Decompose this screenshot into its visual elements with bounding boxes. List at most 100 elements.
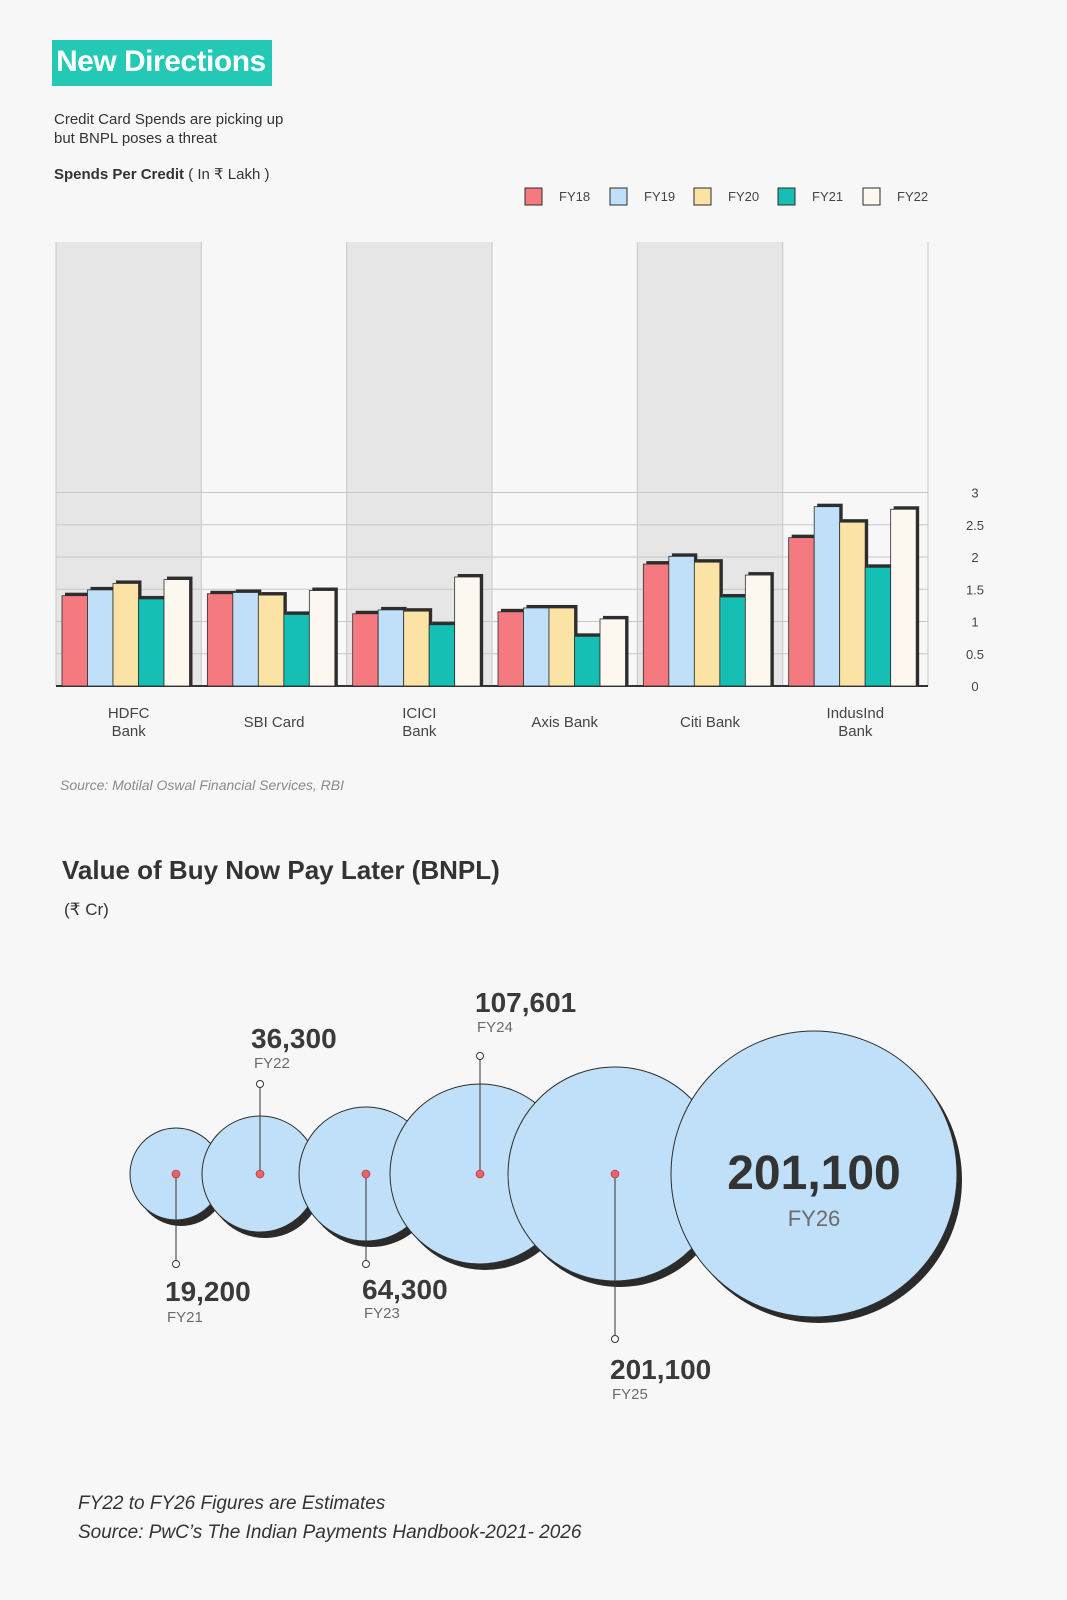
bubble-value-fy22: 36,300 — [251, 1023, 337, 1054]
bar-fy22-5 — [890, 508, 917, 687]
bnpl-unit: (₹ Cr) — [64, 900, 109, 919]
bubble-shadow — [304, 1113, 438, 1247]
bar-chart-source: Source: Motilal Oswal Financial Services… — [60, 777, 344, 793]
bar-fy21-3 — [574, 635, 601, 687]
bar-fy21-4 — [719, 596, 746, 687]
bar-fy20-5 — [839, 521, 866, 687]
estimate-note: FY22 to FY26 Figures are Estimates — [78, 1493, 386, 1514]
bubble-value-fy23: 64,300 — [362, 1274, 448, 1305]
bubble-value-fy24: 107,601 — [475, 987, 576, 1018]
bar-fy21-5 — [864, 566, 892, 687]
connector-end — [362, 1260, 370, 1268]
bar-fy18-4 — [642, 563, 670, 687]
bubble-fy23 — [298, 1106, 434, 1242]
bubble-value-fy21: 19,200 — [165, 1276, 251, 1307]
bubble-shadow — [135, 1134, 227, 1226]
bar-fy18-0 — [61, 595, 88, 687]
bnpl-title: Value of Buy Now Pay Later (BNPL) — [62, 855, 500, 885]
bar-fy22-1 — [308, 590, 336, 687]
bar-fy18-2 — [352, 613, 379, 687]
connector-end — [611, 1335, 619, 1343]
bubble-shadow — [207, 1122, 323, 1238]
bar-fy18-3 — [497, 611, 524, 687]
y-tick-label: 3 — [971, 486, 978, 501]
bubble-value-fy26: 201,100 — [727, 1147, 901, 1200]
bar-fy18-1 — [206, 593, 234, 687]
legend-label-fy22: FY22 — [897, 189, 928, 204]
bubble-fy25 — [507, 1066, 723, 1282]
x-tick-label: ICICI — [402, 705, 436, 722]
bar-fy19-3 — [523, 607, 550, 687]
x-tick-label: HDFC — [108, 705, 150, 722]
bar-fy18-5 — [788, 537, 815, 687]
bubble-label-fy23: FY23 — [364, 1305, 400, 1322]
bar-fy22-4 — [744, 574, 772, 687]
bar-fy19-4 — [668, 555, 695, 687]
bar-fy19-5 — [813, 506, 841, 687]
bubble-fy22 — [201, 1115, 319, 1233]
bar-fy19-1 — [232, 592, 259, 687]
y-axis-label-bold: Spends Per Credit — [54, 166, 185, 183]
legend-swatch-fy21 — [777, 187, 796, 206]
subtitle-line-1: Credit Card Spends are picking up — [54, 111, 284, 128]
legend-swatch-fy22 — [862, 187, 881, 206]
x-tick-label: Axis Bank — [531, 714, 598, 731]
bubble-center-dot — [361, 1169, 371, 1179]
bar-fy20-3 — [548, 607, 575, 687]
legend-swatch-fy20 — [693, 187, 712, 206]
y-tick-label: 1.5 — [966, 582, 984, 597]
bubble-center-dot — [171, 1169, 181, 1179]
subtitle-line-2: but BNPL poses a threat — [54, 130, 217, 147]
bar-fy22-3 — [599, 618, 626, 687]
connector-end — [476, 1052, 484, 1060]
subtitle: Credit Card Spends are picking up but BN… — [54, 110, 283, 148]
x-tick-label: SBI Card — [244, 714, 305, 731]
bar-fy20-2 — [403, 610, 430, 687]
bubble-fy24 — [389, 1083, 571, 1265]
bnpl-source: Source: PwC’s The Indian Payments Handbo… — [78, 1522, 582, 1543]
bar-fy21-0 — [138, 598, 165, 687]
bar-fy21-1 — [283, 614, 310, 687]
bubble-label-fy22: FY22 — [254, 1055, 290, 1072]
section-tag: New Directions — [52, 40, 272, 86]
connector-end — [256, 1080, 264, 1088]
bubble-center-dot — [255, 1169, 265, 1179]
bubble-label-fy24: FY24 — [477, 1019, 513, 1036]
y-tick-label: 0.5 — [966, 647, 984, 662]
legend-label-fy20: FY20 — [728, 189, 759, 204]
bar-fy22-0 — [163, 579, 190, 687]
x-tick-label: IndusInd — [827, 705, 885, 722]
bar-fy20-4 — [693, 561, 721, 687]
bubble-center-dot — [610, 1169, 620, 1179]
bubble-label-fy25: FY25 — [612, 1386, 648, 1403]
legend-swatch-fy18 — [524, 187, 543, 206]
bar-fy19-0 — [87, 589, 114, 687]
y-axis-label-unit: ( In ₹ Lakh ) — [184, 166, 270, 183]
legend-label-fy19: FY19 — [644, 189, 675, 204]
bubble-shadow — [676, 1037, 962, 1323]
x-tick-label: Citi Bank — [680, 714, 741, 731]
y-tick-label: 0 — [971, 679, 978, 694]
x-tick-label: Bank — [112, 723, 147, 740]
bar-fy20-0 — [112, 583, 139, 687]
legend-label-fy18: FY18 — [559, 189, 590, 204]
bubble-center-dot — [475, 1169, 485, 1179]
x-tick-label: Bank — [402, 723, 437, 740]
y-tick-label: 2.5 — [966, 518, 984, 533]
bubble-fy26 — [670, 1030, 958, 1318]
legend-swatch-fy19 — [609, 187, 628, 206]
legend-label-fy21: FY21 — [812, 189, 843, 204]
bubble-label-fy21: FY21 — [167, 1309, 203, 1326]
bar-fy19-2 — [377, 609, 405, 687]
y-tick-label: 1 — [971, 615, 978, 630]
bar-fy21-2 — [428, 624, 456, 687]
connector-end — [172, 1260, 180, 1268]
bubble-fy21 — [129, 1127, 223, 1221]
bar-fy20-1 — [257, 594, 285, 687]
x-tick-label: Bank — [838, 723, 873, 740]
y-axis-label: Spends Per Credit ( In ₹ Lakh ) — [54, 165, 269, 183]
bubble-shadow — [395, 1090, 575, 1270]
bubble-label-fy26: FY26 — [788, 1206, 841, 1231]
bubble-value-fy25: 201,100 — [610, 1354, 711, 1385]
